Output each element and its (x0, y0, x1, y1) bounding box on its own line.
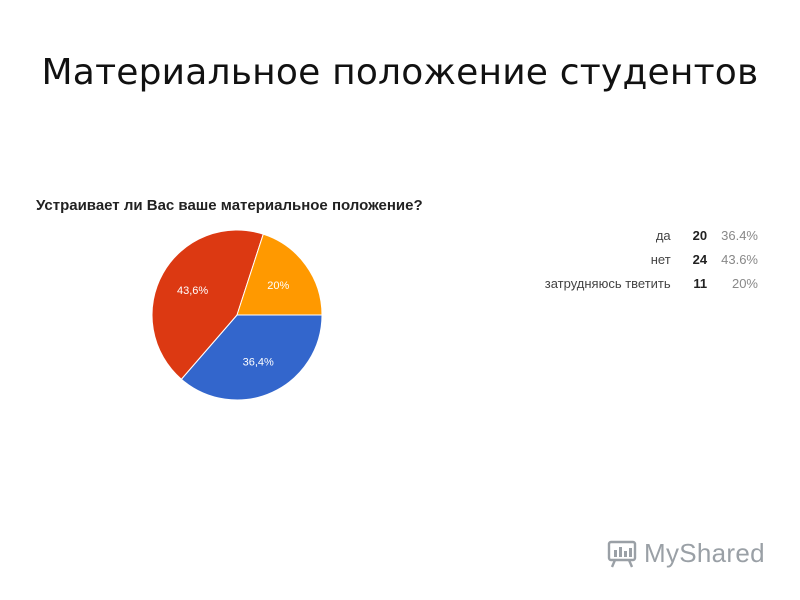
pie-slice-label-da: 36,4% (243, 356, 274, 368)
legend-count: 24 (692, 252, 708, 267)
legend-percent: 43.6% (721, 252, 758, 267)
legend-row: нет 24 43.6% (545, 248, 758, 272)
legend-label: да (655, 228, 671, 243)
pie-slice-zatrudnyayus (236, 233, 323, 316)
legend-count: 20 (692, 228, 708, 243)
pie-slice-da (180, 314, 323, 401)
pie-chart: 36,4% 43,6% 20% (151, 229, 323, 401)
legend-row: да 20 36.4% (545, 224, 758, 248)
legend-count: 11 (693, 276, 708, 291)
pie-slice-net (151, 229, 264, 380)
watermark-text: MyShared (644, 537, 765, 568)
legend-percent: 36.4% (721, 228, 758, 243)
pie-slice-label-zatrudnyayus: 20% (267, 280, 289, 292)
myshared-logo-icon (607, 540, 637, 568)
legend-label: нет (650, 252, 671, 267)
legend-label: затрудняюсь тветить (544, 276, 671, 291)
legend-table: да 20 36.4% нет 24 43.6% затрудняюсь тветить 11… (545, 224, 758, 296)
legend-percent: 20% (731, 276, 758, 291)
slide-title: Материальное положение студентов (41, 52, 759, 93)
watermark: MyShared (606, 536, 765, 570)
chart-title: Устраивает ли Вас ваше материальное поло… (36, 197, 423, 214)
pie-slice-label-net: 43,6% (177, 285, 208, 297)
legend-row: затрудняюсь тветить 11 20% (545, 272, 758, 296)
